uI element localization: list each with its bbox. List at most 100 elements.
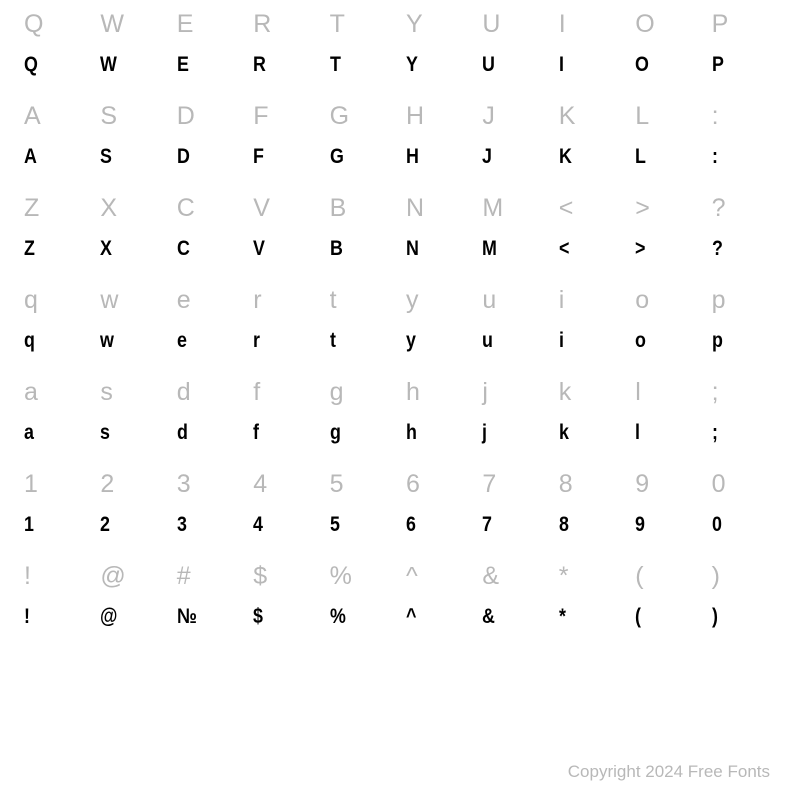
sample-glyph: P (712, 44, 723, 84)
glyph-cell: SS (94, 96, 170, 188)
glyph-cell: MM (476, 188, 552, 280)
reference-glyph: W (100, 4, 124, 44)
sample-glyph: 8 (559, 504, 569, 544)
sample-glyph: A (24, 136, 36, 176)
sample-glyph: 1 (24, 504, 34, 544)
glyph-cell: tt (324, 280, 400, 372)
reference-glyph: F (253, 96, 268, 136)
reference-glyph: % (330, 556, 352, 596)
sample-glyph: % (330, 596, 345, 636)
reference-glyph: j (482, 372, 488, 412)
glyph-cell: hh (400, 372, 476, 464)
glyph-cell: CC (171, 188, 247, 280)
glyph-cell: RR (247, 4, 323, 96)
reference-glyph: ) (712, 556, 720, 596)
reference-glyph: $ (253, 556, 267, 596)
sample-glyph: ! (24, 596, 30, 636)
reference-glyph: i (559, 280, 565, 320)
reference-glyph: l (635, 372, 641, 412)
glyph-cell: VV (247, 188, 323, 280)
glyph-cell: :: (706, 96, 782, 188)
sample-glyph: U (482, 44, 494, 84)
glyph-cell: WW (94, 4, 170, 96)
sample-glyph: H (406, 136, 418, 176)
reference-glyph: I (559, 4, 566, 44)
sample-glyph: ? (712, 228, 722, 268)
reference-glyph: ; (712, 372, 719, 412)
sample-glyph: 5 (330, 504, 340, 544)
sample-glyph: $ (253, 596, 263, 636)
reference-glyph: ! (24, 556, 31, 596)
reference-glyph: ^ (406, 556, 418, 596)
sample-glyph: 6 (406, 504, 416, 544)
reference-glyph: * (559, 556, 569, 596)
glyph-cell: 77 (476, 464, 552, 556)
sample-glyph: * (559, 596, 566, 636)
sample-glyph: ) (712, 596, 718, 636)
reference-glyph: B (330, 188, 347, 228)
glyph-cell: qq (18, 280, 94, 372)
character-map-grid: QQWWEERRTTYYUUIIOOPPAASSDDFFGGHHJJKKLL::… (0, 0, 800, 648)
sample-glyph: F (253, 136, 263, 176)
sample-glyph: N (406, 228, 418, 268)
reference-glyph: G (330, 96, 349, 136)
reference-glyph: ( (635, 556, 643, 596)
reference-glyph: 8 (559, 464, 573, 504)
reference-glyph: y (406, 280, 419, 320)
glyph-cell: dd (171, 372, 247, 464)
glyph-cell: %% (324, 556, 400, 648)
glyph-cell: ** (553, 556, 629, 648)
sample-glyph: w (100, 320, 113, 360)
reference-glyph: # (177, 556, 191, 596)
glyph-cell: pp (706, 280, 782, 372)
reference-glyph: 3 (177, 464, 191, 504)
reference-glyph: Z (24, 188, 39, 228)
sample-glyph: S (100, 136, 111, 176)
glyph-cell: 99 (629, 464, 705, 556)
reference-glyph: 2 (100, 464, 114, 504)
reference-glyph: h (406, 372, 420, 412)
reference-glyph: S (100, 96, 117, 136)
sample-glyph: R (253, 44, 265, 84)
glyph-cell: (( (629, 556, 705, 648)
reference-glyph: ? (712, 188, 726, 228)
sample-glyph: E (177, 44, 188, 84)
sample-glyph: ; (712, 412, 718, 452)
glyph-cell: TT (324, 4, 400, 96)
sample-glyph: J (482, 136, 492, 176)
reference-glyph: > (635, 188, 650, 228)
sample-glyph: ^ (406, 596, 416, 636)
glyph-cell: gg (324, 372, 400, 464)
sample-glyph: : (712, 136, 718, 176)
sample-glyph: 4 (253, 504, 263, 544)
sample-glyph: I (559, 44, 564, 84)
glyph-cell: UU (476, 4, 552, 96)
sample-glyph: p (712, 320, 722, 360)
glyph-cell: ?? (706, 188, 782, 280)
sample-glyph: K (559, 136, 571, 176)
sample-glyph: e (177, 320, 187, 360)
reference-glyph: & (482, 556, 499, 596)
glyph-cell: DD (171, 96, 247, 188)
reference-glyph: U (482, 4, 500, 44)
reference-glyph: p (712, 280, 726, 320)
sample-glyph: y (406, 320, 416, 360)
reference-glyph: M (482, 188, 503, 228)
glyph-cell: ll (629, 372, 705, 464)
reference-glyph: Q (24, 4, 43, 44)
glyph-cell: II (553, 4, 629, 96)
reference-glyph: T (330, 4, 345, 44)
reference-glyph: 6 (406, 464, 420, 504)
reference-glyph: 9 (635, 464, 649, 504)
glyph-cell: )) (706, 556, 782, 648)
glyph-cell: 22 (94, 464, 170, 556)
reference-glyph: D (177, 96, 195, 136)
sample-glyph: s (100, 412, 110, 452)
glyph-cell: >> (629, 188, 705, 280)
sample-glyph: f (253, 412, 259, 452)
reference-glyph: P (712, 4, 729, 44)
glyph-cell: BB (324, 188, 400, 280)
reference-glyph: 1 (24, 464, 38, 504)
glyph-cell: 66 (400, 464, 476, 556)
reference-glyph: C (177, 188, 195, 228)
